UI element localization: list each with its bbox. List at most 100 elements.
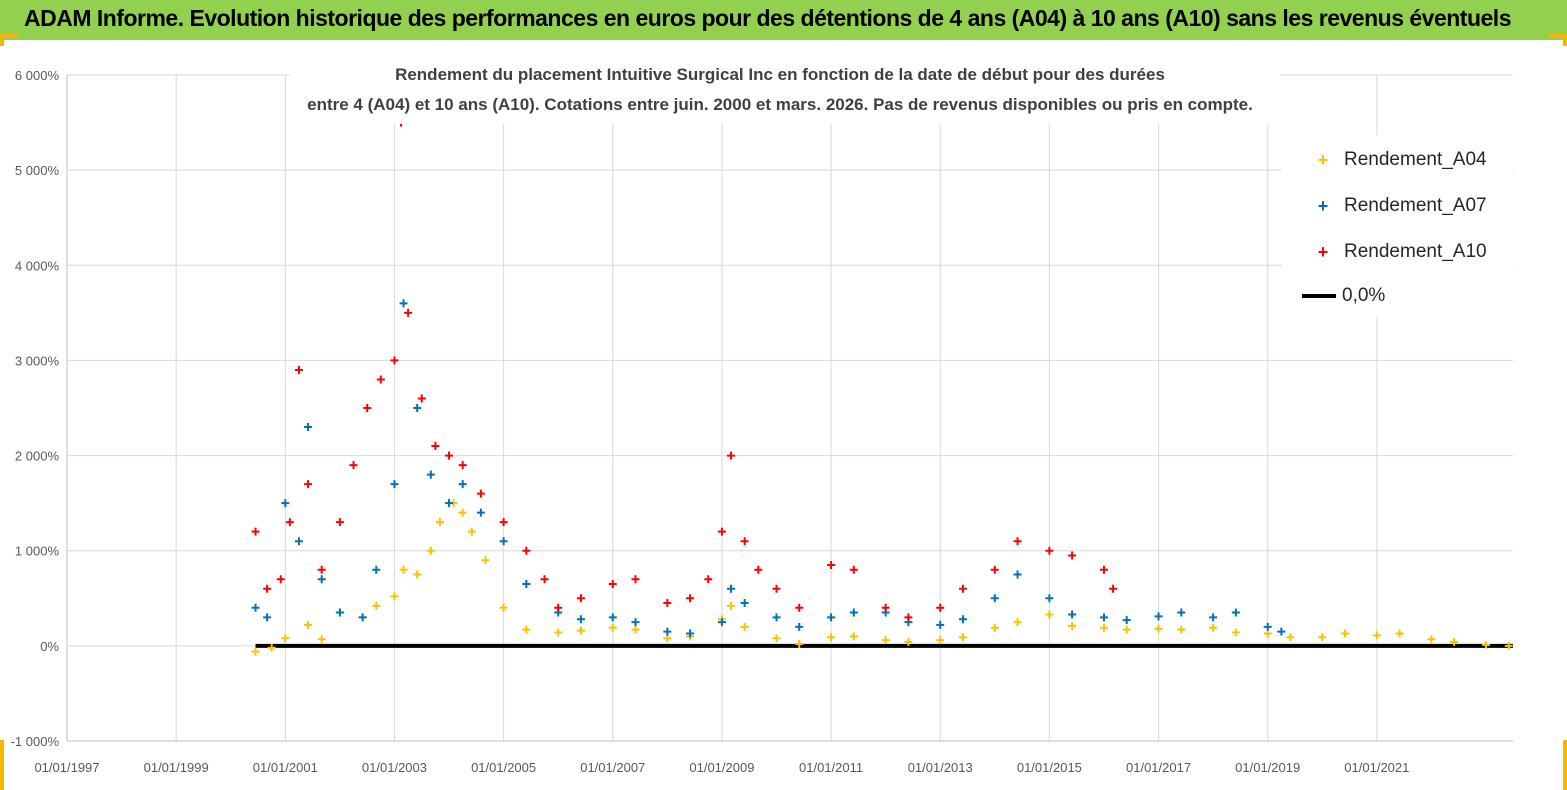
- data-point: [1045, 546, 1054, 555]
- data-point: [467, 527, 476, 536]
- data-point: [686, 594, 695, 603]
- y-tick-label: 4 000%: [15, 258, 60, 273]
- data-point: [417, 394, 426, 403]
- data-point: [413, 570, 422, 579]
- x-tick-label: 01/01/2005: [471, 760, 536, 775]
- chart-title-background: [290, 56, 1280, 124]
- data-point: [740, 599, 749, 608]
- data-point: [458, 480, 467, 489]
- data-point: [294, 537, 303, 546]
- data-point: [849, 632, 858, 641]
- data-point: [1318, 633, 1327, 642]
- chart-title-line-2: entre 4 (A04) et 10 ans (A10). Cotations…: [307, 95, 1253, 114]
- data-point: [263, 584, 272, 593]
- data-point: [349, 461, 358, 470]
- data-point: [631, 618, 640, 627]
- data-point: [304, 620, 313, 629]
- data-point: [727, 601, 736, 610]
- data-point: [1482, 640, 1490, 649]
- data-point: [435, 518, 444, 527]
- x-tick-label: 01/01/2021: [1344, 760, 1409, 775]
- data-point: [1068, 621, 1077, 630]
- corner-accent-bottom-left: [0, 740, 18, 790]
- data-point: [335, 608, 344, 617]
- data-point: [522, 546, 531, 555]
- data-point: [772, 634, 781, 643]
- legend-plus-icon-a07: +: [1317, 195, 1329, 216]
- x-tick-label: 01/01/2003: [362, 760, 427, 775]
- data-point: [399, 299, 408, 308]
- data-point: [754, 565, 763, 574]
- data-point: [631, 575, 640, 584]
- data-point: [294, 365, 303, 374]
- data-point: [413, 404, 422, 412]
- data-point: [936, 620, 945, 629]
- data-point: [499, 518, 508, 527]
- data-point: [663, 627, 672, 636]
- data-point: [1013, 537, 1022, 546]
- y-tick-label: 0%: [40, 639, 59, 654]
- y-tick-label: -1 000%: [11, 734, 60, 749]
- data-point: [481, 556, 490, 565]
- chart-grid: [66, 74, 1513, 742]
- data-point: [1231, 608, 1240, 617]
- series-rendement-a10: [251, 118, 1118, 622]
- legend-label-a10: Rendement_A10: [1344, 241, 1487, 262]
- data-point: [936, 603, 945, 612]
- x-tick-label: 01/01/2015: [1017, 760, 1082, 775]
- data-point: [304, 423, 313, 432]
- data-point: [1122, 625, 1131, 634]
- x-tick-label: 01/01/2019: [1235, 760, 1300, 775]
- legend-line-icon-zero: [1302, 294, 1336, 298]
- data-point: [576, 615, 585, 624]
- data-point: [372, 565, 381, 574]
- data-point: [1099, 623, 1108, 632]
- legend-item-a04: + Rendement_A04: [1282, 145, 1487, 175]
- data-point: [1099, 613, 1108, 622]
- data-point: [827, 560, 836, 569]
- data-point: [335, 518, 344, 527]
- y-tick-label: 1 000%: [15, 544, 60, 559]
- data-point: [1177, 608, 1186, 617]
- data-point: [251, 603, 260, 612]
- data-point: [476, 508, 485, 517]
- data-point: [1154, 612, 1163, 621]
- data-point: [795, 603, 804, 612]
- data-point: [1013, 570, 1022, 579]
- data-point: [522, 580, 531, 589]
- data-point: [608, 623, 617, 632]
- x-tick-label: 01/01/1999: [144, 760, 209, 775]
- data-point: [1427, 635, 1436, 644]
- data-point: [608, 613, 617, 622]
- x-tick-label: 01/01/2013: [908, 760, 973, 775]
- data-point: [390, 480, 399, 489]
- legend-plus-icon-a10: +: [1317, 241, 1329, 262]
- data-point: [740, 622, 749, 631]
- legend-label-zero: 0,0%: [1342, 285, 1386, 306]
- data-point: [458, 508, 467, 517]
- data-point: [1177, 625, 1186, 634]
- data-point: [936, 636, 945, 645]
- data-point: [990, 594, 999, 603]
- series-rendement-a07: [251, 299, 1286, 638]
- data-point: [795, 639, 804, 648]
- data-point: [1045, 594, 1054, 603]
- y-tick-label: 2 000%: [15, 449, 60, 464]
- data-point: [904, 638, 913, 647]
- data-point: [631, 625, 640, 634]
- data-point: [849, 608, 858, 617]
- data-point: [904, 613, 913, 622]
- data-point: [1263, 622, 1272, 631]
- legend-label-a07: Rendement_A07: [1344, 195, 1487, 216]
- data-point: [795, 622, 804, 631]
- data-point: [317, 635, 326, 644]
- data-point: [1209, 613, 1218, 622]
- corner-accent-top-left: [0, 34, 18, 46]
- data-point: [1277, 627, 1286, 636]
- data-point: [717, 527, 726, 536]
- data-point: [849, 565, 858, 574]
- legend-label-a04: Rendement_A04: [1344, 149, 1487, 170]
- data-point: [958, 584, 967, 593]
- data-point: [390, 592, 399, 601]
- chart-title-line-1: Rendement du placement Intuitive Surgica…: [395, 65, 1165, 84]
